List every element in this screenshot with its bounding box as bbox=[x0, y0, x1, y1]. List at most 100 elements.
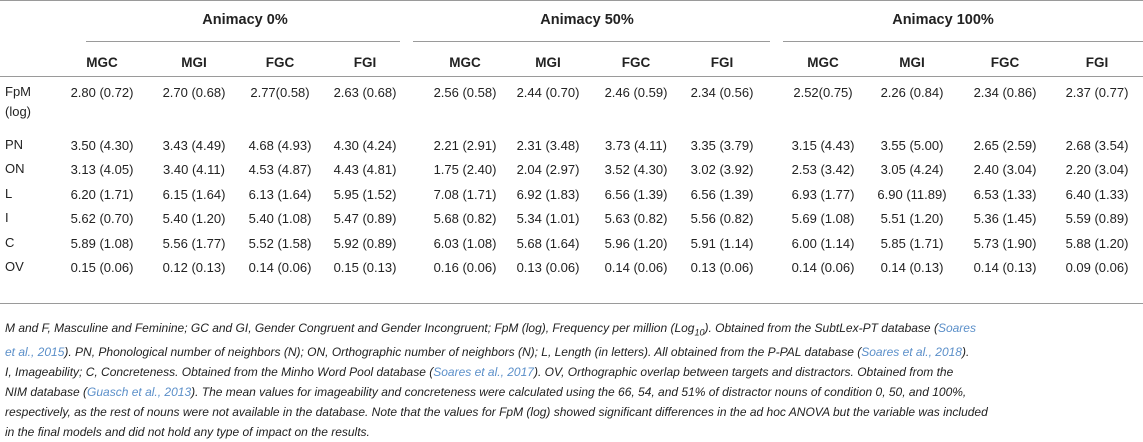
table-cell: 2.20 (3.04) bbox=[1065, 162, 1129, 177]
table-cell: 3.40 (4.11) bbox=[163, 162, 225, 177]
table-cell: 3.02 (3.92) bbox=[690, 162, 754, 177]
table-cell: 6.13 (1.64) bbox=[248, 187, 312, 202]
column-header: MGI bbox=[535, 55, 561, 70]
table-cell: 5.36 (1.45) bbox=[973, 211, 1037, 226]
table-cell: 5.56 (0.82) bbox=[690, 211, 754, 226]
table-cell: 0.13 (0.06) bbox=[516, 260, 580, 275]
table-cell: 2.70 (0.68) bbox=[162, 85, 226, 100]
table-cell: 3.05 (4.24) bbox=[880, 162, 944, 177]
table-cell: 2.26 (0.84) bbox=[880, 85, 944, 100]
table-cell: 6.93 (1.77) bbox=[791, 187, 855, 202]
row-label: I bbox=[5, 210, 9, 225]
table-cell: 0.09 (0.06) bbox=[1065, 260, 1129, 275]
table-cell: 2.52(0.75) bbox=[793, 85, 853, 100]
group-underline bbox=[413, 41, 770, 42]
row-label: C bbox=[5, 235, 15, 250]
table-cell: 2.80 (0.72) bbox=[70, 85, 134, 100]
table-cell: 3.43 (4.49) bbox=[162, 138, 226, 153]
table-cell: 5.51 (1.20) bbox=[880, 211, 944, 226]
table-bottom-rule bbox=[0, 303, 1143, 304]
table-cell: 6.20 (1.71) bbox=[70, 187, 134, 202]
table-cell: 4.53 (4.87) bbox=[248, 162, 312, 177]
table-cell: 0.14 (0.06) bbox=[791, 260, 855, 275]
table-cell: 5.95 (1.52) bbox=[333, 187, 397, 202]
citation-link[interactable]: et al., 2015 bbox=[5, 345, 65, 360]
table-top-rule bbox=[0, 0, 1143, 1]
table-cell: 5.59 (0.89) bbox=[1065, 211, 1129, 226]
table-cell: 5.91 (1.14) bbox=[690, 236, 754, 251]
footnote-line-5: respectively, as the rest of nouns were … bbox=[5, 405, 988, 420]
table-cell: 0.12 (0.13) bbox=[162, 260, 226, 275]
table-cell: 5.73 (1.90) bbox=[973, 236, 1037, 251]
table-cell: 0.15 (0.06) bbox=[70, 260, 134, 275]
citation-link[interactable]: Soares et al., 2018 bbox=[861, 345, 962, 360]
table-cell: 2.31 (3.48) bbox=[516, 138, 580, 153]
table-cell: 7.08 (1.71) bbox=[433, 187, 497, 202]
citation-link[interactable]: Soares et al., 2017 bbox=[433, 365, 534, 380]
table-cell: 5.40 (1.20) bbox=[162, 211, 226, 226]
column-header: FGI bbox=[1085, 55, 1109, 70]
footnote-line-3: I, Imageability; C, Concreteness. Obtain… bbox=[5, 365, 954, 380]
table-cell: 5.47 (0.89) bbox=[333, 211, 397, 226]
table-cell: 5.63 (0.82) bbox=[604, 211, 668, 226]
table-cell: 6.92 (1.83) bbox=[516, 187, 580, 202]
table-cell: 2.53 (3.42) bbox=[791, 162, 855, 177]
footnote-line-4: NIM database (Guasch et al., 2013). The … bbox=[5, 385, 967, 400]
table-cell: 4.43 (4.81) bbox=[333, 162, 397, 177]
table-cell: 4.30 (4.24) bbox=[333, 138, 397, 153]
table-cell: 6.56 (1.39) bbox=[690, 187, 754, 202]
table-cell: 2.44 (0.70) bbox=[516, 85, 580, 100]
table-cell: 6.00 (1.14) bbox=[791, 236, 855, 251]
table-cell: 2.34 (0.86) bbox=[973, 85, 1037, 100]
table-cell: 5.56 (1.77) bbox=[162, 236, 226, 251]
column-header: FGC bbox=[990, 55, 1020, 70]
column-header: FGC bbox=[621, 55, 651, 70]
table-cell: 1.75 (2.40) bbox=[433, 162, 497, 177]
table-cell: 0.14 (0.06) bbox=[248, 260, 312, 275]
table-cell: 6.40 (1.33) bbox=[1065, 187, 1129, 202]
column-header: MGI bbox=[181, 55, 207, 70]
table-cell: 2.56 (0.58) bbox=[433, 85, 497, 100]
row-label: L bbox=[5, 186, 13, 201]
table-cell: 5.40 (1.08) bbox=[248, 211, 312, 226]
table-cell: 0.13 (0.06) bbox=[690, 260, 754, 275]
table-cell: 2.37 (0.77) bbox=[1065, 85, 1129, 100]
table-cell: 5.89 (1.08) bbox=[70, 236, 134, 251]
table-cell: 6.56 (1.39) bbox=[604, 187, 668, 202]
row-label: PN bbox=[5, 137, 24, 152]
group-header: Animacy 100% bbox=[892, 12, 994, 28]
citation-link[interactable]: Guasch et al., 2013 bbox=[87, 385, 192, 400]
table-cell: 6.90 (11.89) bbox=[877, 187, 947, 202]
table-cell: 2.65 (2.59) bbox=[973, 138, 1037, 153]
footnote-line-1: M and F, Masculine and Feminine; GC and … bbox=[5, 321, 976, 338]
header-bottom-rule bbox=[0, 76, 1143, 77]
table-cell: 6.53 (1.33) bbox=[973, 187, 1037, 202]
footnote-line-2: et al., 2015). PN, Phonological number o… bbox=[5, 345, 970, 360]
column-header: MGI bbox=[899, 55, 925, 70]
table-cell: 3.52 (4.30) bbox=[604, 162, 668, 177]
group-underline bbox=[783, 41, 1143, 42]
citation-link[interactable]: Soares bbox=[937, 321, 976, 335]
table-cell: 2.04 (2.97) bbox=[516, 162, 580, 177]
row-label: ON bbox=[5, 161, 25, 176]
table-cell: 5.68 (1.64) bbox=[516, 236, 580, 251]
table-cell: 5.85 (1.71) bbox=[880, 236, 944, 251]
column-header: MGC bbox=[449, 55, 481, 70]
group-header: Animacy 0% bbox=[202, 12, 288, 28]
table-cell: 5.96 (1.20) bbox=[604, 236, 668, 251]
table-cell: 5.88 (1.20) bbox=[1065, 236, 1129, 251]
column-header: MGC bbox=[807, 55, 839, 70]
table-cell: 0.14 (0.13) bbox=[880, 260, 944, 275]
table-cell: 3.35 (3.79) bbox=[690, 138, 754, 153]
table-cell: 6.03 (1.08) bbox=[433, 236, 497, 251]
row-label: FpM (log) bbox=[5, 84, 32, 119]
table-cell: 2.77(0.58) bbox=[250, 85, 310, 100]
table-cell: 0.14 (0.06) bbox=[604, 260, 668, 275]
table-cell: 4.68 (4.93) bbox=[248, 138, 312, 153]
column-header: FGI bbox=[710, 55, 734, 70]
table-cell: 5.68 (0.82) bbox=[433, 211, 497, 226]
table-cell: 2.68 (3.54) bbox=[1065, 138, 1129, 153]
table-cell: 2.21 (2.91) bbox=[433, 138, 497, 153]
table-cell: 5.62 (0.70) bbox=[70, 211, 134, 226]
column-header: FGI bbox=[353, 55, 377, 70]
